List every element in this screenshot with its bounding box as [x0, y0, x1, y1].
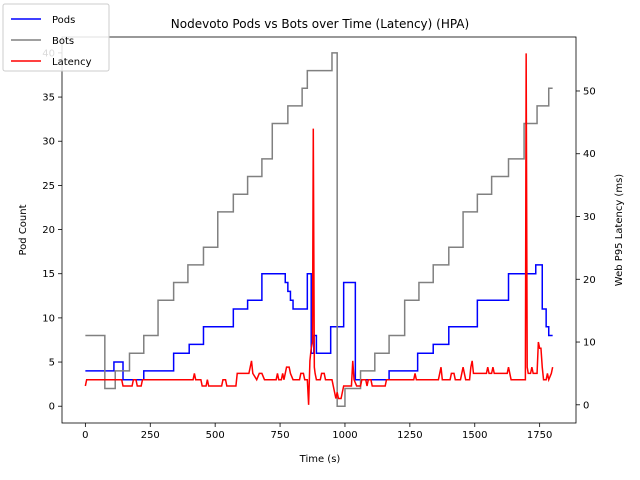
x-axis-label: Time (s) — [299, 454, 341, 465]
legend-label-bots: Bots — [52, 36, 74, 47]
y-right-tick-label: 50 — [583, 86, 596, 97]
y-axis-left: 0510152025303540 — [42, 48, 62, 413]
x-axis: 0 250 500 750 1000 1250 1500 1750 — [82, 423, 552, 441]
x-tick-label: 250 — [141, 430, 160, 441]
x-tick-label: 1250 — [397, 430, 422, 441]
y-left-tick-label: 0 — [49, 402, 55, 413]
legend-label-latency: Latency — [52, 57, 92, 68]
x-tick-label: 750 — [271, 430, 290, 441]
y-right-tick-label: 30 — [583, 212, 596, 223]
y-left-tick-label: 30 — [42, 137, 55, 148]
y-left-tick-label: 5 — [49, 358, 55, 369]
y-right-tick-label: 40 — [583, 149, 596, 160]
y-right-tick-label: 10 — [583, 338, 596, 349]
x-tick-label: 1750 — [527, 430, 552, 441]
y-axis-right: 0 10 20 30 40 50 — [576, 86, 596, 411]
series-line-bots — [85, 52, 553, 407]
series-line-pods — [85, 264, 553, 381]
chart-title: Nodevoto Pods vs Bots over Time (Latency… — [171, 17, 469, 31]
y-right-tick-label: 20 — [583, 275, 596, 286]
plot-area — [61, 36, 577, 424]
y-left-tick-label: 20 — [42, 225, 55, 236]
legend: Pods Bots Latency — [2, 3, 110, 72]
y-left-tick-label: 10 — [42, 313, 55, 324]
x-tick-label: 1500 — [462, 430, 487, 441]
x-tick-label: 0 — [82, 430, 88, 441]
y-left-tick-label: 15 — [42, 269, 55, 280]
y-right-tick-label: 0 — [583, 400, 589, 411]
legend-label-pods: Pods — [52, 15, 75, 26]
series-layer — [84, 52, 554, 407]
y-axis-right-label: Web P95 Latency (ms) — [614, 174, 625, 286]
y-left-tick-label: 25 — [42, 181, 55, 192]
plot-frame — [61, 36, 577, 424]
series-line-latency — [84, 53, 554, 405]
y-left-tick-label: 35 — [42, 93, 55, 104]
x-tick-label: 1000 — [332, 430, 357, 441]
legend-frame — [2, 3, 110, 72]
y-axis-left-label: Pod Count — [18, 204, 29, 255]
x-tick-label: 500 — [206, 430, 225, 441]
